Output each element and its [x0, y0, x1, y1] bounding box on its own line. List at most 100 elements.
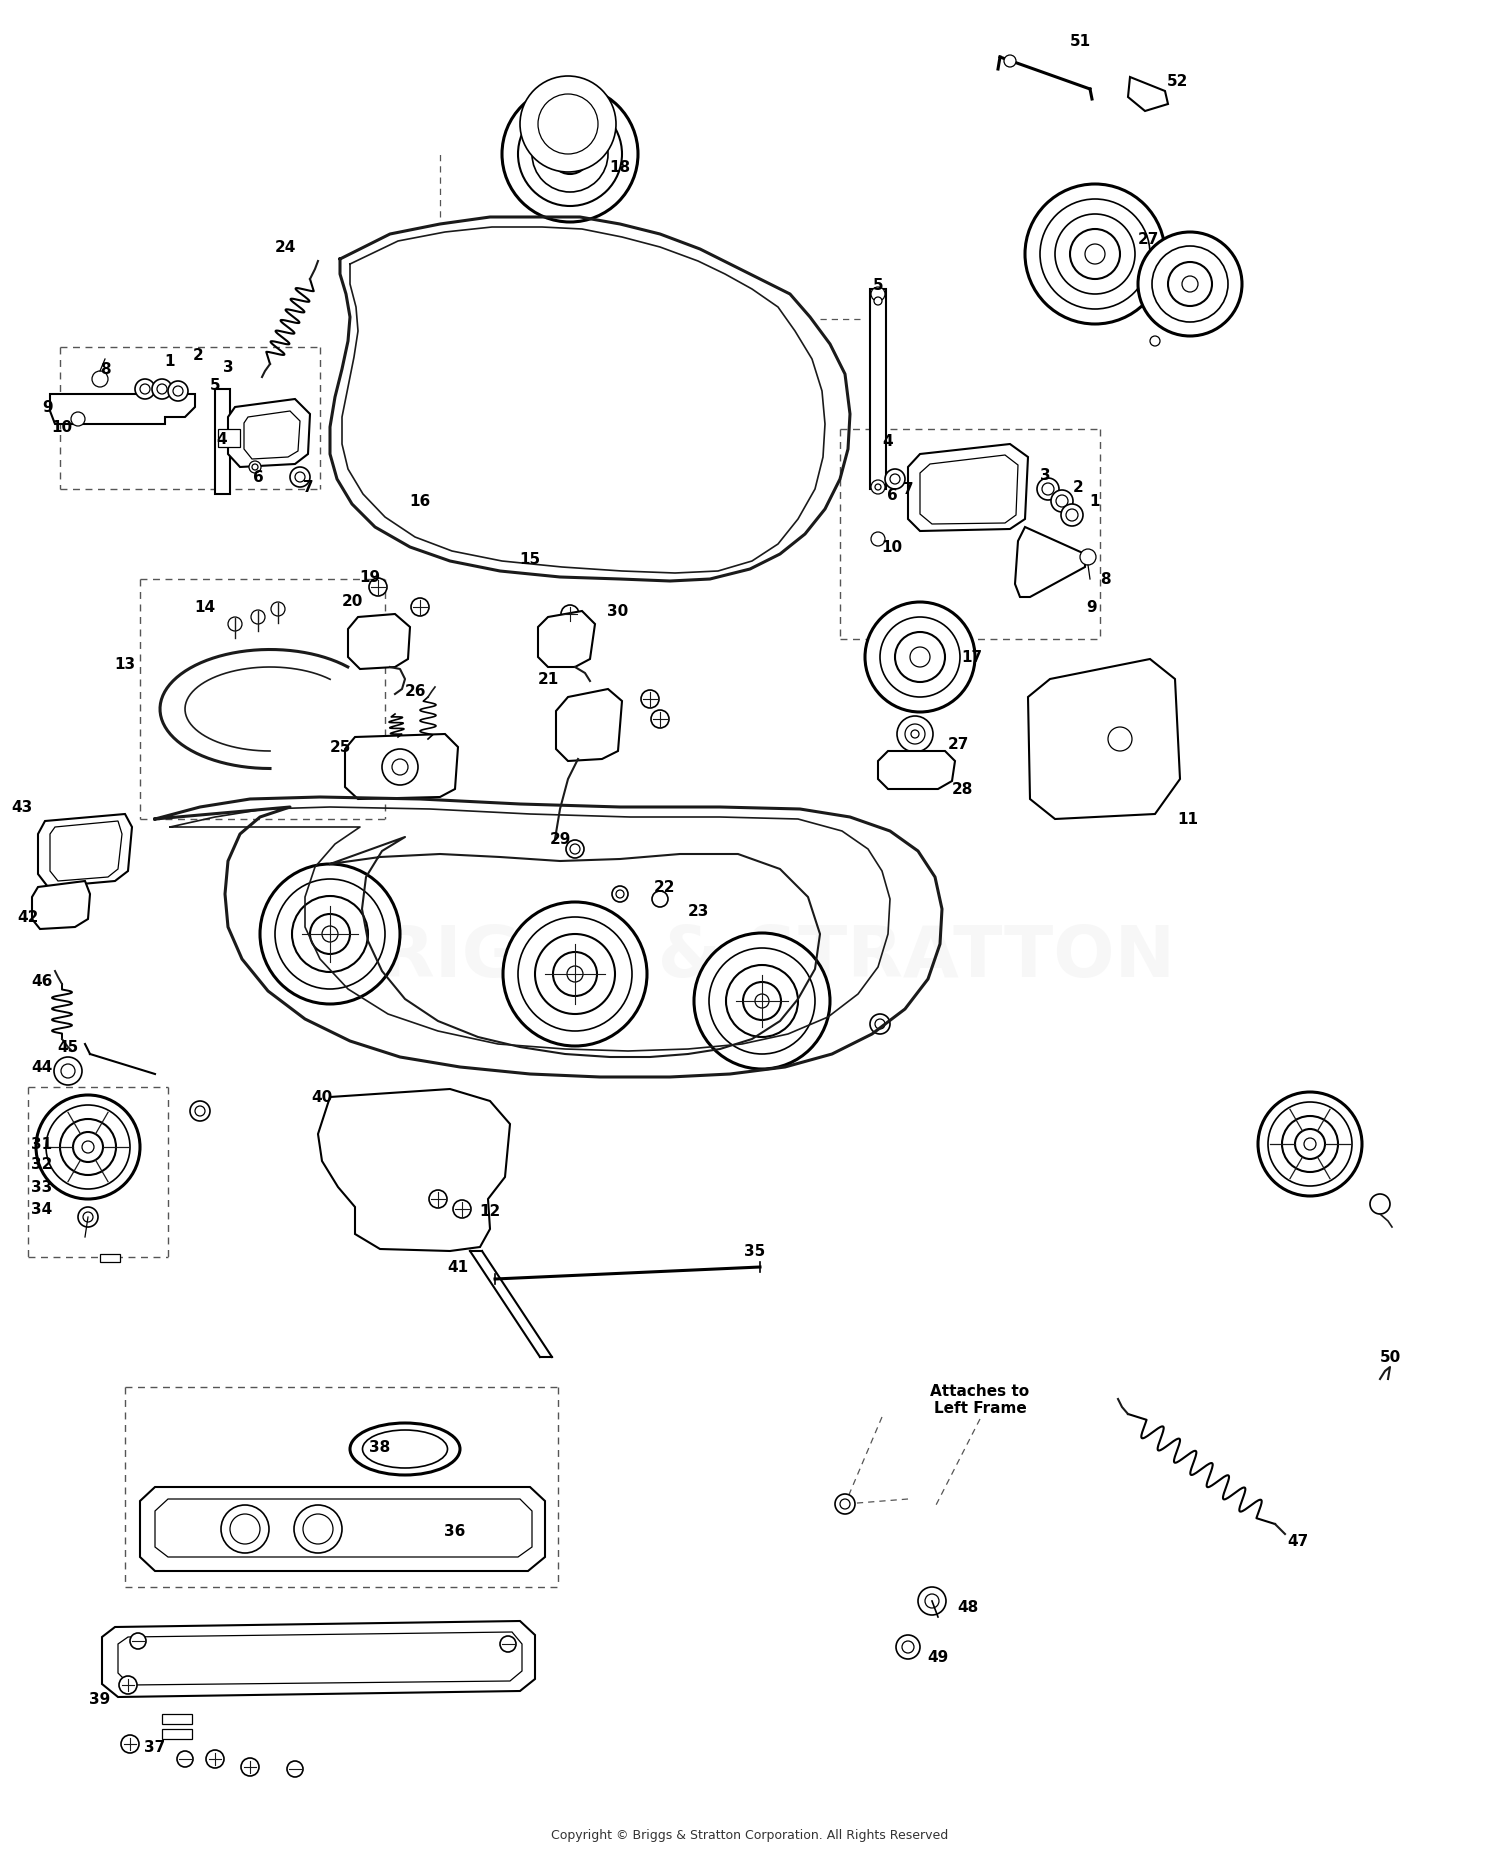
- Bar: [162, 1714, 192, 1723]
- Text: 39: 39: [90, 1692, 111, 1707]
- Circle shape: [616, 890, 624, 898]
- Text: 11: 11: [1178, 812, 1198, 827]
- Circle shape: [1054, 215, 1136, 295]
- Circle shape: [840, 1499, 850, 1510]
- Circle shape: [910, 647, 930, 668]
- Text: 47: 47: [1287, 1534, 1308, 1549]
- Text: 8: 8: [99, 362, 111, 377]
- Circle shape: [1056, 495, 1068, 508]
- Text: 25: 25: [330, 740, 351, 755]
- Text: 10: 10: [882, 540, 903, 555]
- Circle shape: [536, 935, 615, 1015]
- Circle shape: [135, 380, 154, 401]
- Text: 21: 21: [537, 672, 558, 686]
- Circle shape: [1168, 263, 1212, 306]
- Circle shape: [871, 532, 885, 547]
- Text: 30: 30: [608, 605, 628, 620]
- Circle shape: [78, 1208, 98, 1228]
- Circle shape: [567, 966, 584, 983]
- Polygon shape: [140, 1488, 544, 1571]
- Text: 50: 50: [1380, 1350, 1401, 1365]
- Circle shape: [897, 716, 933, 753]
- Circle shape: [46, 1106, 130, 1189]
- Circle shape: [290, 467, 310, 488]
- Circle shape: [926, 1593, 939, 1608]
- Circle shape: [874, 299, 882, 306]
- Circle shape: [561, 607, 579, 623]
- Circle shape: [286, 1760, 303, 1777]
- Circle shape: [168, 382, 188, 403]
- Circle shape: [1004, 56, 1016, 69]
- Circle shape: [870, 1015, 889, 1035]
- Circle shape: [230, 1514, 260, 1543]
- Circle shape: [1370, 1195, 1390, 1215]
- Circle shape: [1258, 1093, 1362, 1196]
- Polygon shape: [102, 1621, 536, 1697]
- Polygon shape: [228, 401, 310, 467]
- Text: 1: 1: [1089, 493, 1100, 510]
- Circle shape: [532, 117, 608, 193]
- Circle shape: [538, 95, 598, 156]
- Circle shape: [640, 690, 658, 709]
- Circle shape: [54, 1057, 82, 1085]
- Text: 51: 51: [1070, 35, 1090, 50]
- Text: 3: 3: [1040, 467, 1050, 482]
- Circle shape: [754, 994, 770, 1009]
- Circle shape: [1024, 186, 1166, 325]
- Circle shape: [453, 1200, 471, 1219]
- Circle shape: [118, 1677, 136, 1694]
- Polygon shape: [556, 690, 622, 762]
- Polygon shape: [38, 814, 132, 887]
- Text: 8: 8: [1100, 571, 1110, 588]
- Circle shape: [902, 1642, 914, 1653]
- Polygon shape: [118, 1632, 522, 1684]
- Text: 42: 42: [18, 911, 39, 926]
- Circle shape: [172, 388, 183, 397]
- Circle shape: [918, 1588, 946, 1616]
- Text: 17: 17: [962, 649, 982, 666]
- Circle shape: [249, 462, 261, 473]
- Circle shape: [190, 1102, 210, 1122]
- Polygon shape: [878, 751, 956, 790]
- Text: 13: 13: [114, 657, 135, 672]
- Circle shape: [228, 618, 242, 633]
- Circle shape: [1066, 510, 1078, 521]
- Text: 34: 34: [32, 1202, 53, 1217]
- Polygon shape: [908, 445, 1028, 532]
- Circle shape: [1282, 1117, 1338, 1172]
- Circle shape: [1070, 230, 1120, 280]
- Circle shape: [1294, 1130, 1324, 1159]
- Bar: [214, 390, 230, 495]
- Circle shape: [92, 371, 108, 388]
- Circle shape: [220, 1504, 268, 1553]
- Circle shape: [1304, 1139, 1316, 1150]
- Ellipse shape: [350, 1423, 460, 1475]
- Text: 24: 24: [274, 241, 296, 256]
- Circle shape: [1084, 245, 1106, 265]
- Circle shape: [865, 603, 975, 712]
- Text: 28: 28: [951, 783, 972, 798]
- Circle shape: [1060, 505, 1083, 527]
- Polygon shape: [32, 881, 90, 929]
- Circle shape: [369, 579, 387, 597]
- Circle shape: [885, 469, 904, 490]
- Circle shape: [1182, 276, 1198, 293]
- Text: 23: 23: [687, 903, 708, 918]
- Circle shape: [742, 983, 782, 1020]
- Text: 1: 1: [165, 354, 176, 369]
- Text: 4: 4: [216, 432, 228, 447]
- Circle shape: [520, 76, 616, 173]
- Circle shape: [566, 840, 584, 859]
- Circle shape: [500, 1636, 516, 1653]
- Text: 29: 29: [549, 833, 570, 848]
- Circle shape: [1042, 484, 1054, 495]
- Circle shape: [651, 710, 669, 729]
- Text: 15: 15: [519, 553, 540, 568]
- Polygon shape: [538, 612, 596, 668]
- Text: 35: 35: [744, 1245, 765, 1260]
- Circle shape: [550, 135, 590, 174]
- Circle shape: [871, 288, 885, 302]
- Circle shape: [177, 1751, 194, 1768]
- Text: 5: 5: [210, 377, 220, 391]
- Circle shape: [130, 1632, 146, 1649]
